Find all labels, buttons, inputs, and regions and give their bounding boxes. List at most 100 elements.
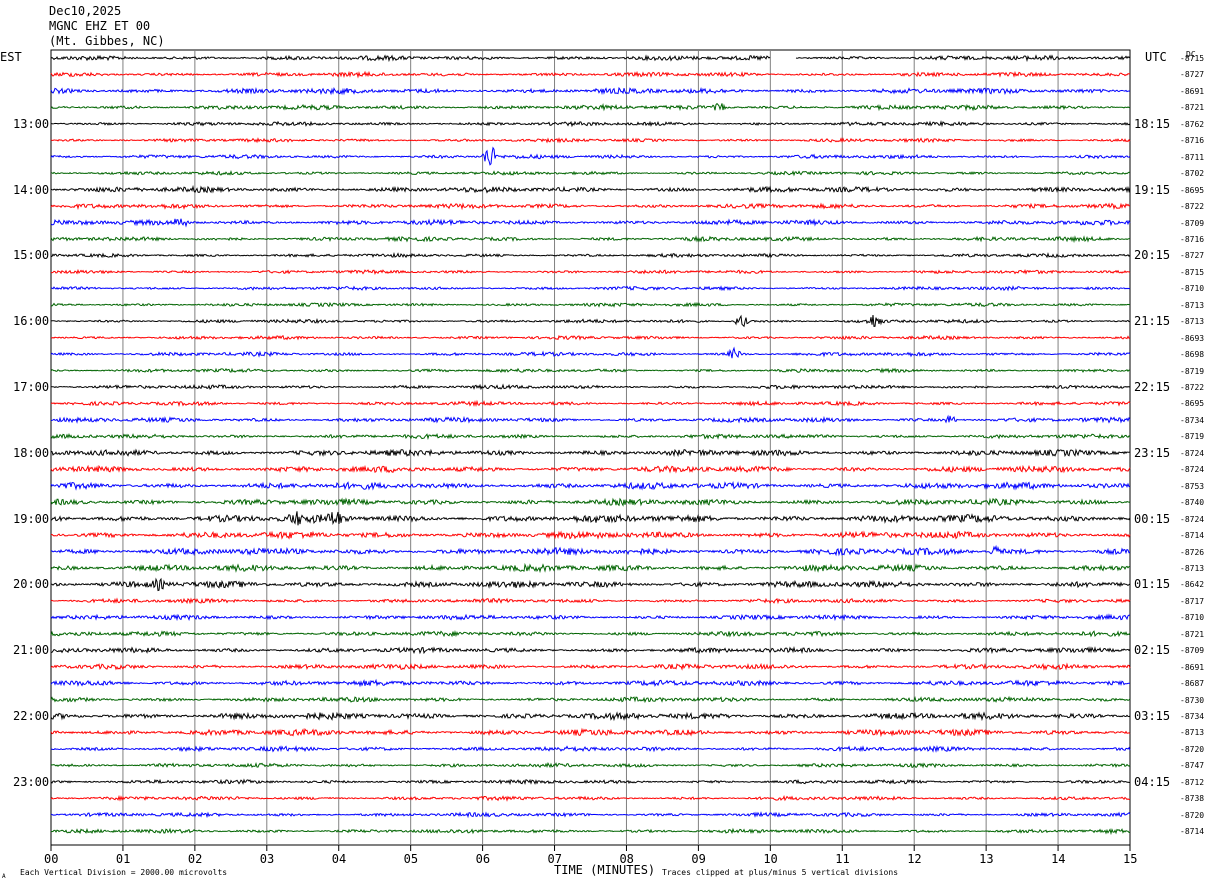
dc-offset-label: -8720 <box>1180 744 1205 754</box>
dc-offset-label: -8695 <box>1180 399 1205 409</box>
est-hour-label: 14:00 <box>13 182 50 197</box>
dc-offset-label: -8713 <box>1180 317 1205 327</box>
seismic-trace-black <box>50 778 1131 786</box>
seismic-trace-blue <box>50 218 1131 228</box>
clip-note: Traces clipped at plus/minus 5 vertical … <box>662 868 899 877</box>
dc-offset-label: -8711 <box>1180 152 1205 162</box>
dc-offset-label: -8698 <box>1180 350 1205 360</box>
seismic-trace-blue <box>50 678 1130 688</box>
seismic-trace-blue <box>50 613 1131 622</box>
seismic-trace-black <box>50 120 1131 128</box>
est-axis-title: EST <box>0 50 22 64</box>
utc-hour-label: 21:15 <box>1134 314 1171 329</box>
dc-offset-label: -8721 <box>1180 103 1205 113</box>
minute-grid-lines <box>50 49 1131 851</box>
minute-tick-label: 06 <box>475 852 491 866</box>
seismic-trace-red <box>50 662 1131 671</box>
seismic-trace-green <box>50 562 1130 574</box>
utc-hour-label: 01:15 <box>1134 577 1171 592</box>
utc-hour-label: 23:15 <box>1134 445 1171 460</box>
est-hour-label: 22:00 <box>13 709 50 723</box>
seismic-trace-green <box>50 170 1131 177</box>
minute-tick-label: 01 <box>115 852 131 866</box>
dc-offset-label: -8721 <box>1180 629 1205 639</box>
dc-offset-label: -8713 <box>1180 563 1205 573</box>
est-hour-label: 20:00 <box>13 577 50 592</box>
seismic-trace-blue <box>50 414 1131 424</box>
dc-offset-label: -8710 <box>1180 284 1205 294</box>
minute-tick-label: 09 <box>691 852 706 866</box>
dc-offset-label: -8738 <box>1180 794 1205 804</box>
scale-note: Each Vertical Division = 2000.00 microvo… <box>20 868 228 877</box>
seismic-trace-blue <box>50 811 1131 819</box>
minute-tick-label: 08 <box>619 852 634 866</box>
utc-hour-label: 04:15 <box>1134 774 1171 789</box>
seismic-trace-red <box>50 464 1131 474</box>
dc-offset-label: -8712 <box>1180 777 1205 787</box>
minute-tick-label: 05 <box>403 852 419 866</box>
seismic-trace-red <box>50 334 1131 341</box>
dc-offset-label: -8702 <box>1180 169 1205 179</box>
seismic-trace-blue <box>50 285 1131 292</box>
seismic-trace-green <box>50 497 1131 507</box>
minute-tick-label: 12 <box>907 852 922 866</box>
seismic-trace-blue <box>50 544 1131 557</box>
seismic-trace-black <box>50 448 1131 458</box>
seismic-trace-green <box>50 367 1131 374</box>
minute-tick-label: 10 <box>763 852 778 866</box>
dc-offset-label: -8695 <box>1180 185 1205 195</box>
dc-offset-label: -8722 <box>1180 383 1205 392</box>
seismic-trace-green <box>50 432 1131 440</box>
minute-tick-label: 00 <box>44 852 59 866</box>
station-code: MGNC EHZ ET 00 <box>49 19 151 33</box>
corner-mark: A <box>2 873 6 880</box>
seismic-trace-green <box>50 629 1131 638</box>
dc-offset-label: -8693 <box>1180 333 1205 343</box>
est-hour-label: 18:00 <box>13 445 50 460</box>
seismic-trace-blue <box>50 86 1131 96</box>
dc-offset-label: -8724 <box>1180 514 1205 524</box>
dc-offset-label: -8710 <box>1180 613 1205 623</box>
seismic-trace-red <box>50 530 1131 540</box>
utc-axis-title: UTC <box>1145 50 1167 64</box>
seismic-trace-black <box>50 711 1131 722</box>
seismic-trace-black <box>51 383 1131 391</box>
minute-tick-label: 11 <box>835 852 850 866</box>
seismic-trace-green <box>50 695 1131 704</box>
dc-offset-label: -8734 <box>1180 712 1205 721</box>
utc-hour-label: 22:15 <box>1134 380 1171 394</box>
dc-offset-label: -8716 <box>1180 234 1205 244</box>
dc-offset-label: -8642 <box>1180 580 1205 590</box>
dc-offset-label: -8709 <box>1180 218 1205 228</box>
seismic-trace-black <box>50 251 1131 259</box>
seismic-trace-black <box>50 314 1131 328</box>
est-hour-label: 21:00 <box>13 643 50 658</box>
dc-offset-label: -8719 <box>1180 366 1205 376</box>
dc-offset-label: -8740 <box>1180 498 1205 508</box>
est-hour-label: 15:00 <box>13 248 50 263</box>
seismic-trace-red <box>50 399 1131 408</box>
utc-hour-label: 18:15 <box>1134 116 1171 131</box>
dc-offset-label: -8720 <box>1180 810 1205 820</box>
utc-hour-label: 02:15 <box>1134 643 1171 658</box>
station-location: (Mt. Gibbes, NC) <box>49 34 165 48</box>
minute-tick-label: 04 <box>331 852 347 866</box>
seismic-trace-green <box>50 761 1131 769</box>
dc-offset-label: -8714 <box>1180 827 1205 837</box>
dc-offset-label: -8727 <box>1180 70 1205 80</box>
dc-offset-label: -8722 <box>1180 202 1205 212</box>
dc-offset-label: -8709 <box>1180 646 1205 656</box>
dc-offset-label: -8753 <box>1180 481 1205 491</box>
dc-offset-label: -8717 <box>1180 596 1205 606</box>
dc-offset-label: -8715 <box>1180 267 1205 277</box>
recording-date: Dec10,2025 <box>49 4 122 18</box>
dc-column-title: DC <box>1186 50 1196 59</box>
seismic-trace-green <box>50 235 1131 244</box>
seismic-trace-red <box>50 597 1131 605</box>
est-hour-label: 16:00 <box>13 314 50 329</box>
utc-hour-label: 20:15 <box>1134 248 1171 263</box>
dc-offset-label: -8724 <box>1180 448 1205 458</box>
dc-offset-label: -8724 <box>1180 465 1205 475</box>
utc-hour-label: 19:15 <box>1134 182 1171 197</box>
dc-offset-label: -8734 <box>1180 415 1205 425</box>
